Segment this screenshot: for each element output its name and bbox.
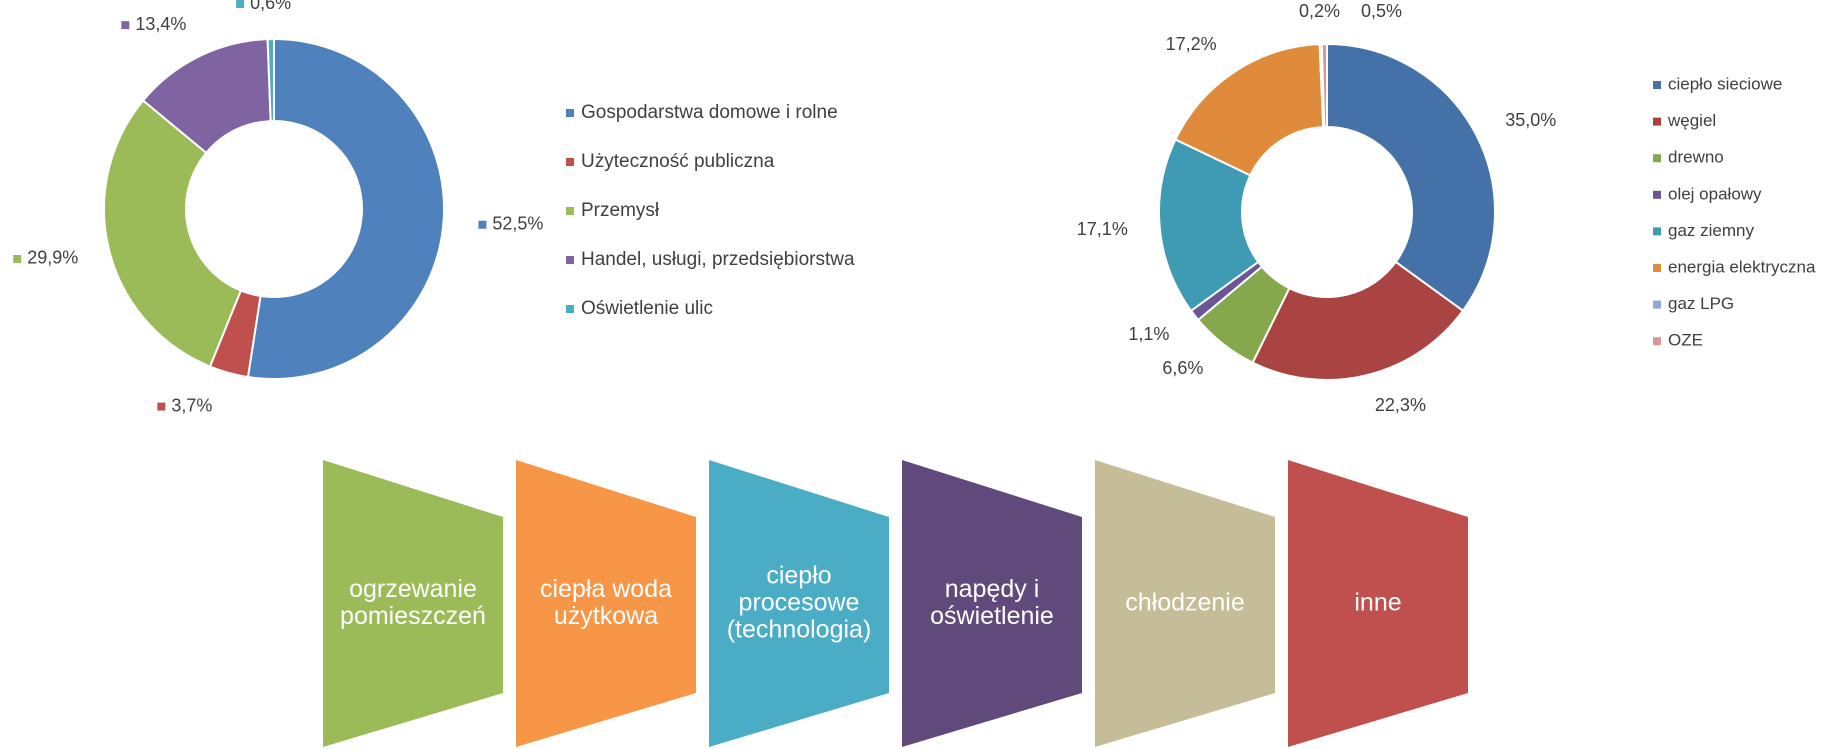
data-label: 52,5%	[492, 213, 543, 233]
donut-slice	[266, 37, 275, 123]
legend-label: Użyteczność publiczna	[581, 151, 775, 172]
legend-label: gaz ziemny	[1668, 221, 1754, 240]
data-label: 0,5%	[1361, 1, 1402, 21]
donut-slice	[1326, 42, 1496, 313]
stage-shape	[323, 460, 503, 747]
legend-marker	[1653, 117, 1661, 126]
donut-slice	[1158, 138, 1260, 313]
data-label: 17,1%	[1077, 219, 1128, 239]
legend-label: węgiel	[1667, 111, 1716, 130]
legend-label: OZE	[1668, 331, 1703, 350]
legend-marker	[1653, 190, 1661, 199]
legend-label: Oświetlenie ulic	[581, 298, 713, 319]
data-label: 3,7%	[171, 395, 212, 415]
stage-label: chłodzenie	[1125, 589, 1245, 617]
stage-shape	[902, 460, 1082, 747]
legend-label: gaz LPG	[1668, 294, 1734, 313]
legend-label: Handel, usługi, przedsiębiorstwa	[581, 249, 855, 270]
legend-label: Gospodarstwa domowe i rolne	[581, 102, 838, 123]
stage-shape	[516, 460, 696, 747]
legend-label: Przemysł	[581, 200, 660, 221]
legend-marker	[1653, 81, 1661, 89]
data-label: 6,6%	[1162, 358, 1203, 378]
stage-label: (technologia)	[727, 616, 872, 644]
legend-marker	[566, 158, 574, 166]
legend-label: energia elektryczna	[1668, 257, 1816, 276]
stage-label: inne	[1354, 589, 1401, 617]
stage-shape	[709, 460, 889, 747]
legend-marker	[566, 256, 574, 264]
donut-slice	[1251, 260, 1465, 381]
donut-slice	[103, 99, 243, 368]
label-marker	[236, 0, 245, 9]
legend-marker	[566, 207, 574, 215]
legend-marker	[1653, 227, 1661, 236]
legend-label: ciepło sieciowe	[1668, 74, 1782, 93]
stage-shape	[1095, 460, 1275, 747]
stage-label: napędy i	[945, 575, 1040, 603]
data-label: 17,2%	[1166, 34, 1217, 54]
donut-slice	[246, 37, 445, 380]
data-label: 1,1%	[1128, 324, 1169, 344]
data-label: 22,3%	[1375, 395, 1426, 415]
legend-label: drewno	[1668, 148, 1724, 167]
donut-slice	[1320, 42, 1328, 129]
stage-label: procesowe	[739, 589, 860, 617]
data-label: 35,0%	[1505, 110, 1556, 130]
label-marker	[478, 220, 487, 229]
label-marker	[157, 402, 166, 411]
legend-marker	[1653, 154, 1661, 163]
stage-label: pomieszczeń	[340, 602, 486, 630]
legend-marker	[1653, 264, 1661, 272]
label-marker	[13, 254, 22, 263]
data-label: 0,6%	[250, 0, 291, 13]
stage-label: oświetlenie	[930, 602, 1054, 630]
legend-marker	[1653, 337, 1661, 346]
data-label: 13,4%	[135, 14, 186, 34]
legend-marker	[566, 305, 574, 313]
legend-marker	[566, 109, 574, 117]
stage-label: ciepła woda	[540, 575, 672, 603]
legend-marker	[1653, 300, 1661, 309]
legend-label: olej opałowy	[1668, 184, 1762, 203]
data-label: 0,2%	[1299, 1, 1340, 21]
stage-shape	[1288, 460, 1468, 747]
donut-slice	[1174, 43, 1325, 177]
data-label: 29,9%	[27, 248, 78, 268]
stage-label: ciepło	[766, 562, 831, 590]
stage-label: ogrzewanie	[349, 575, 477, 603]
label-marker	[121, 21, 130, 30]
stage-label: użytkowa	[554, 602, 658, 630]
